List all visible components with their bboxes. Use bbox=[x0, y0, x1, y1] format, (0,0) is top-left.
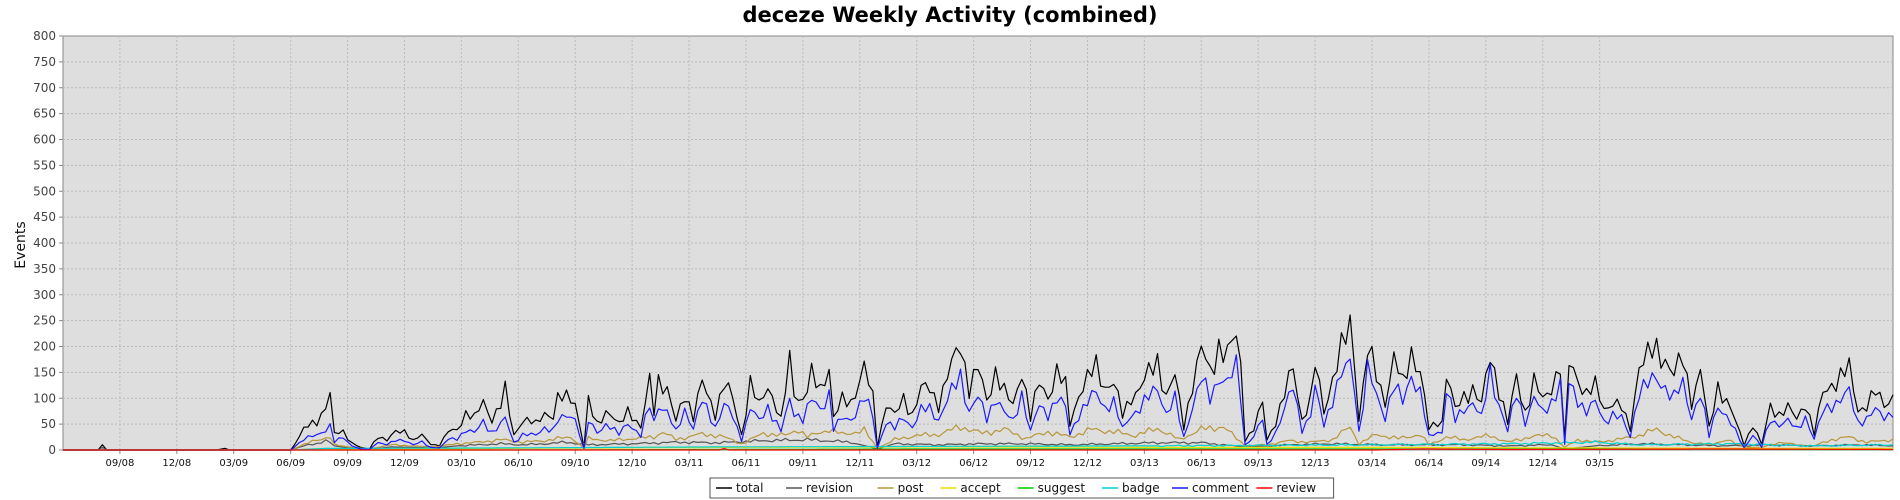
y-tick-label: 50 bbox=[41, 417, 56, 431]
grid-lines bbox=[63, 36, 1893, 450]
y-axis: 0 50 100 150 200 250 300 350 400 450 500 550 600 650 7… bbox=[33, 29, 63, 457]
x-tick-label: 09/11 bbox=[788, 458, 817, 469]
y-tick-label: 800 bbox=[33, 29, 56, 43]
x-tick-label: 06/13 bbox=[1187, 458, 1216, 469]
y-tick-label: 200 bbox=[33, 340, 56, 354]
x-tick-label: 06/11 bbox=[732, 458, 761, 469]
y-tick-label: 350 bbox=[33, 262, 56, 276]
y-tick-label: 0 bbox=[48, 443, 56, 457]
series-lines bbox=[63, 314, 1894, 451]
x-tick-label: 03/15 bbox=[1585, 458, 1614, 469]
x-tick-label: 09/14 bbox=[1471, 458, 1500, 469]
x-tick-label: 12/11 bbox=[845, 458, 874, 469]
plot-area bbox=[62, 35, 1894, 451]
x-tick-label: 09/10 bbox=[561, 458, 590, 469]
y-tick-label: 400 bbox=[33, 236, 56, 250]
legend-label-accept: accept bbox=[960, 481, 1001, 495]
y-tick-label: 750 bbox=[33, 55, 56, 69]
y-tick-label: 450 bbox=[33, 210, 56, 224]
legend-label-comment: comment bbox=[1192, 481, 1249, 495]
legend-label-revision: revision bbox=[806, 481, 853, 495]
y-tick-label: 650 bbox=[33, 107, 56, 121]
x-tick-label: 03/09 bbox=[219, 458, 248, 469]
x-tick-label: 12/10 bbox=[618, 458, 647, 469]
x-tick-label: 03/12 bbox=[902, 458, 931, 469]
x-tick-label: 12/08 bbox=[162, 458, 191, 469]
x-tick-label: 09/13 bbox=[1244, 458, 1273, 469]
legend-label-total: total bbox=[736, 481, 763, 495]
x-tick-label: 03/10 bbox=[447, 458, 476, 469]
x-tick-label: 09/12 bbox=[1016, 458, 1045, 469]
y-tick-label: 100 bbox=[33, 391, 56, 405]
y-tick-label: 150 bbox=[33, 365, 56, 379]
legend-label-suggest: suggest bbox=[1038, 481, 1086, 495]
x-tick-label: 09/09 bbox=[333, 458, 362, 469]
x-tick-label: 06/12 bbox=[959, 458, 988, 469]
x-tick-label: 03/14 bbox=[1358, 458, 1387, 469]
x-tick-label: 09/08 bbox=[105, 458, 134, 469]
y-tick-label: 600 bbox=[33, 133, 56, 147]
x-tick-label: 12/14 bbox=[1528, 458, 1557, 469]
x-tick-label: 12/12 bbox=[1073, 458, 1102, 469]
y-tick-label: 250 bbox=[33, 314, 56, 328]
legend-label-badge: badge bbox=[1122, 481, 1160, 495]
chart-title: deceze Weekly Activity (combined) bbox=[742, 3, 1157, 27]
legend: total revision post accept suggest badge comme… bbox=[709, 477, 1335, 499]
x-tick-label: 03/13 bbox=[1130, 458, 1159, 469]
x-tick-label: 03/11 bbox=[675, 458, 704, 469]
x-tick-label: 12/09 bbox=[390, 458, 419, 469]
series-line-badge bbox=[63, 440, 1894, 451]
y-axis-title: Events bbox=[13, 221, 29, 268]
y-tick-label: 500 bbox=[33, 184, 56, 198]
legend-label-review: review bbox=[1276, 481, 1316, 495]
y-tick-label: 550 bbox=[33, 158, 56, 172]
x-tick-label: 06/09 bbox=[276, 458, 305, 469]
x-tick-label: 12/13 bbox=[1301, 458, 1330, 469]
y-tick-label: 300 bbox=[33, 288, 56, 302]
y-tick-label: 700 bbox=[33, 81, 56, 95]
x-tick-label: 06/10 bbox=[504, 458, 533, 469]
series-line-review bbox=[63, 447, 1893, 451]
x-axis: 09/08 12/08 03/09 06/09 09/09 12/09 03/10 06/10… bbox=[105, 450, 1614, 469]
x-tick-label: 06/14 bbox=[1415, 458, 1444, 469]
legend-label-post: post bbox=[898, 481, 924, 495]
